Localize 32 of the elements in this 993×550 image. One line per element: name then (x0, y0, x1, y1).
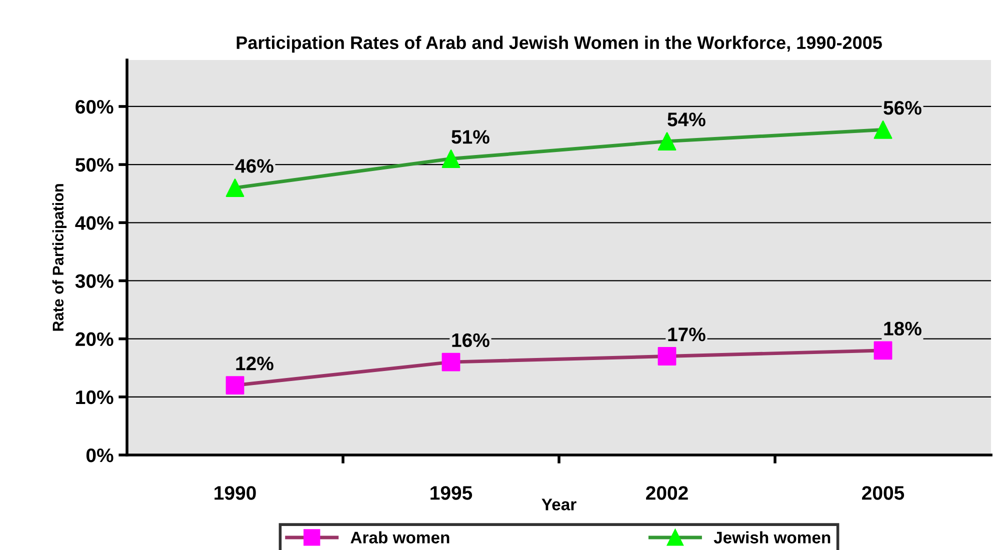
point (442, 352, 460, 372)
x-tick-label: 1995 (430, 486, 472, 500)
data-label: 56% (884, 100, 922, 115)
y-tick-label: 40% (75, 216, 114, 230)
y-tick-label: 50% (75, 158, 114, 172)
point (226, 376, 244, 394)
data-label: 46% (235, 159, 274, 173)
y-axis-title: Rate of Participation (52, 184, 67, 331)
point (874, 120, 892, 139)
point (658, 347, 676, 366)
point (658, 132, 676, 151)
data-label: 17% (668, 328, 706, 342)
point (226, 178, 244, 197)
x-tick-label: 2005 (862, 486, 904, 500)
point (442, 150, 460, 168)
legend-label: Jewish women (714, 531, 830, 544)
legend-label: Arab women (350, 531, 450, 544)
y-tick-label: 60% (76, 100, 114, 114)
data-label: 51% (452, 130, 490, 144)
chart-title: Participation Rates of Arab and Jewish Women in the Workforce, 1990-2005 (236, 36, 882, 53)
data-label: 54% (668, 112, 706, 126)
data-label: 16% (452, 333, 490, 348)
data-label: 12% (236, 356, 274, 370)
y-tick-label: 10% (76, 390, 114, 404)
x-axis-title: Year (542, 498, 576, 510)
y-tick-label: 20% (76, 332, 114, 346)
point (874, 341, 892, 360)
data-label: 18% (884, 322, 922, 336)
y-tick-label: 0% (86, 448, 114, 462)
y-tick-label: 30% (75, 274, 114, 288)
x-tick-label: 2002 (646, 486, 688, 500)
x-tick-label: 1990 (214, 486, 256, 500)
